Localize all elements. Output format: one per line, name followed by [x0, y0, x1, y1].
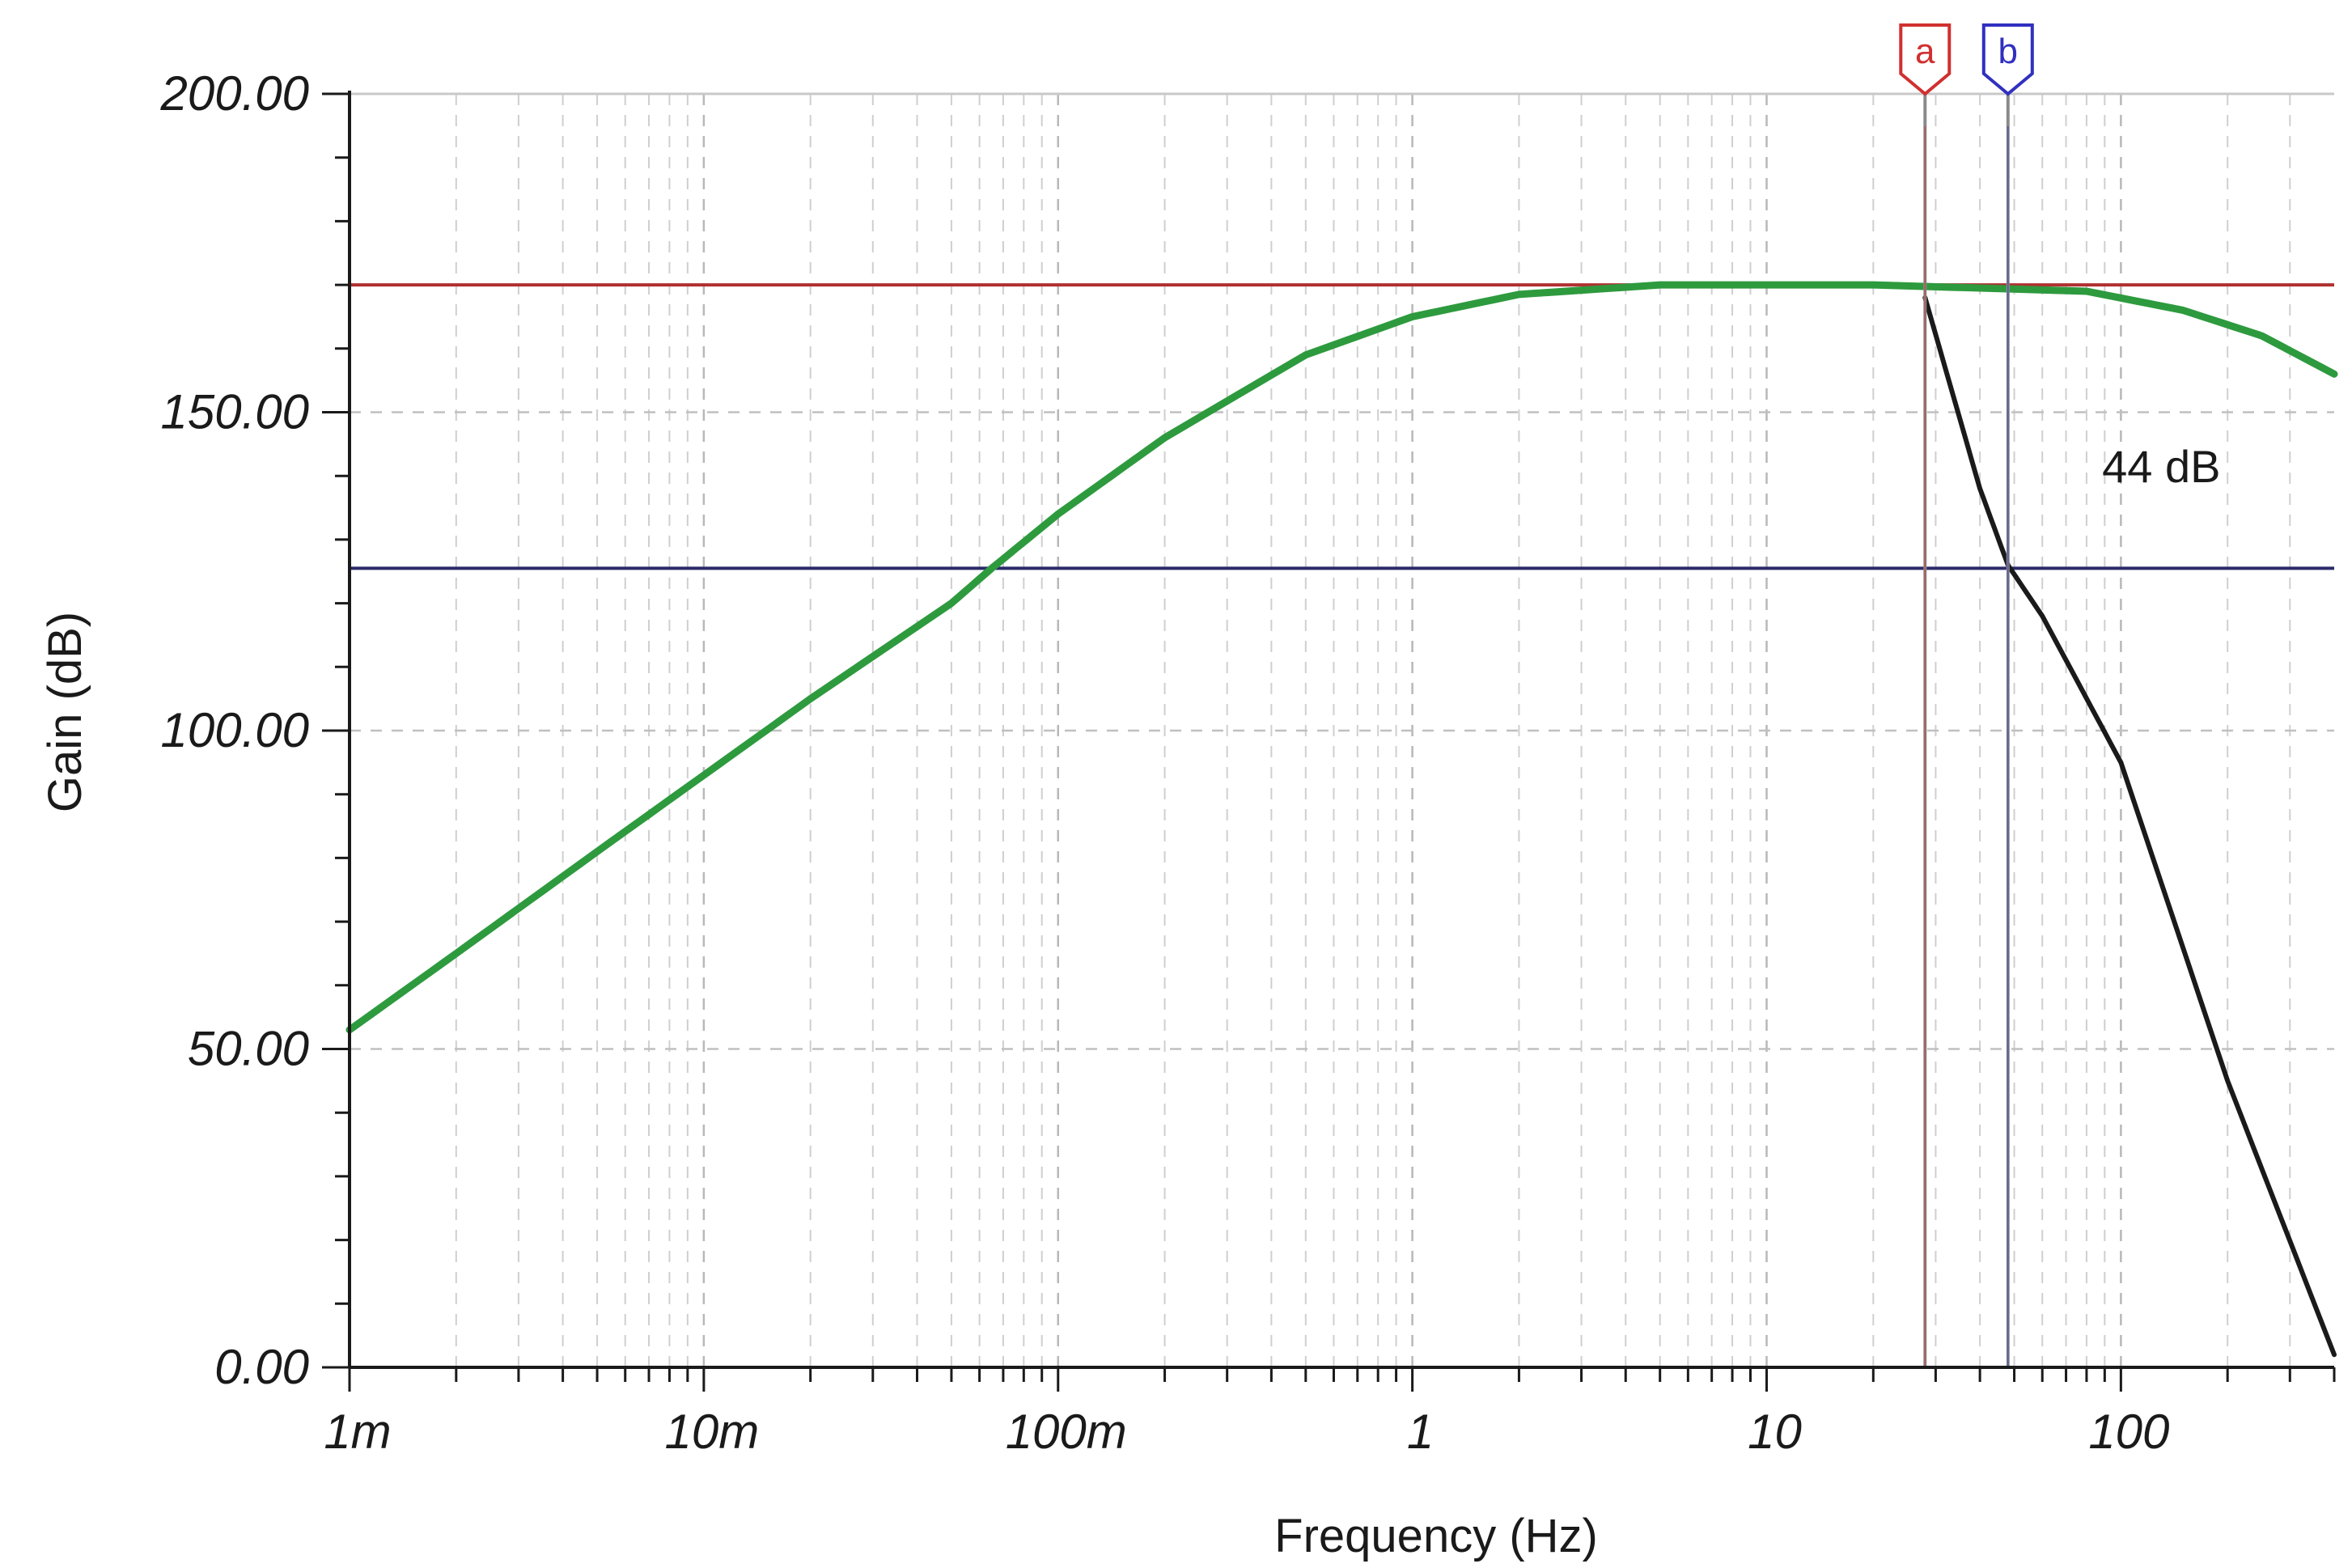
series-group: [345, 281, 2338, 1358]
y-tick-label: 0.00: [214, 1340, 309, 1394]
x-tick-label: 10: [1748, 1405, 1802, 1459]
x-tick-label: 10m: [665, 1405, 760, 1459]
y-axis-title: Gain (dB): [39, 612, 91, 812]
axes: [322, 91, 2336, 1392]
y-tick-label: 100.00: [160, 703, 309, 757]
x-tick-label: 1m: [324, 1405, 391, 1459]
reference-lines: [350, 283, 2334, 570]
series-line: [345, 281, 2338, 1034]
x-tick-label: 1: [1407, 1405, 1434, 1459]
annotations: 44 dB: [2102, 441, 2220, 492]
cursor-label: a: [1915, 32, 1935, 71]
cursor-label: b: [1998, 32, 2018, 71]
y-tick-label: 50.00: [188, 1022, 309, 1076]
cursor-marker: [1899, 23, 1952, 96]
grid: [350, 92, 2334, 1367]
y-tick-label: 200.00: [159, 66, 309, 121]
y-tick-label: 150.00: [160, 385, 309, 439]
cursor-marker: [1981, 23, 2034, 96]
x-tick-label: 100m: [1006, 1405, 1127, 1459]
x-tick-label: 100: [2088, 1405, 2169, 1459]
annotation-label: 44 dB: [2102, 441, 2220, 492]
x-axis-title: Frequency (Hz): [1274, 1510, 1598, 1562]
tick-labels: 1m 10m 100m 1 10 100 0.00 50.00 100.00 150.00 200.…: [159, 66, 2169, 1459]
